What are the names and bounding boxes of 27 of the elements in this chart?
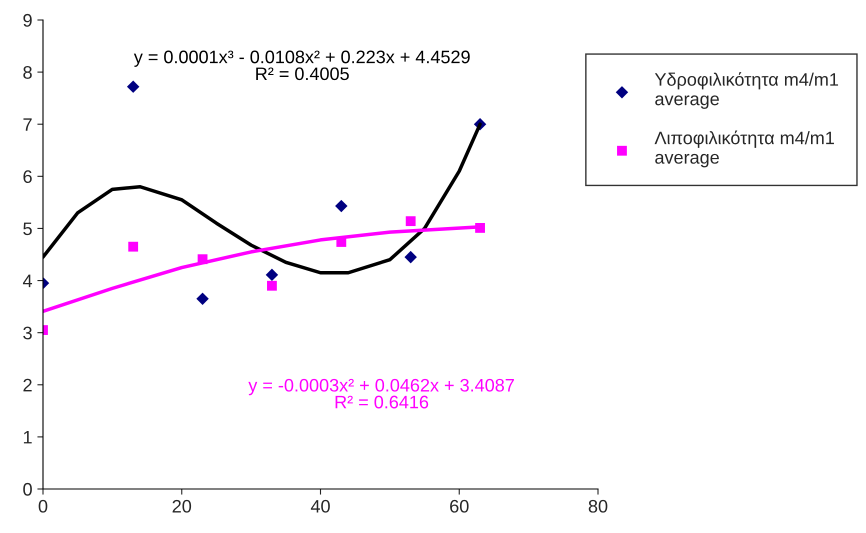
y-tick-label: 3 [23,326,32,340]
x-tick-label: 40 [310,500,330,513]
point [196,292,209,306]
y-tick-label: 8 [23,66,32,79]
point [406,216,416,226]
y-tick-label: 2 [23,378,32,392]
y-tick-label: 1 [24,431,32,444]
x-tick-label: 0 [38,500,48,513]
y-tick-label: 6 [23,170,32,184]
point [267,280,277,291]
annotation: y = 0.0001x³ - 0.0108x² + 0.223x + 4.4529 R² = 0.4005 [134,50,470,80]
legend-label: Λιποφιλικότητα m4/m1 average [654,130,834,168]
x-tick-label: 80 [588,500,608,513]
y-tick-label: 0 [23,482,32,496]
annotation: y = -0.0003x² + 0.0462x + 3.4087 R² = 0.6416 [248,378,514,408]
y-tick-label: 5 [23,222,32,236]
y-tick-label: 4 [22,274,32,288]
point [335,200,348,212]
y-tick-label: 9 [23,14,32,27]
point [404,250,417,264]
legend-label: Υδροφιλικότητα m4/m1 average [654,72,838,109]
x-tick-label: 60 [450,500,469,513]
point [128,242,138,252]
y-tick-label: 7 [23,118,32,131]
point [266,268,278,282]
point [126,80,140,93]
x-tick-label: 20 [172,500,192,513]
